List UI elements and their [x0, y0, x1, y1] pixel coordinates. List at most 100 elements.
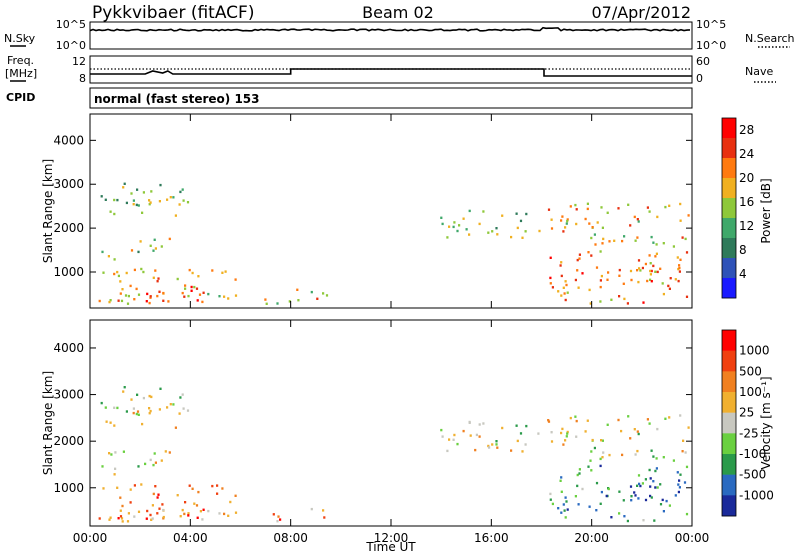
echo-cell — [591, 226, 594, 229]
echo-cell — [462, 217, 465, 220]
echo-cell — [679, 258, 682, 261]
echo-cell — [626, 302, 629, 305]
echo-cell — [119, 280, 122, 283]
echo-cell — [563, 292, 566, 295]
echo-cell — [137, 465, 140, 468]
echo-cell — [649, 262, 652, 265]
echo-cell — [588, 505, 591, 508]
echo-cell — [638, 482, 641, 486]
echo-cell — [629, 224, 632, 227]
freq-tick-bottom: 8 — [79, 72, 86, 85]
echo-cell — [637, 474, 641, 477]
echo-cell — [121, 288, 124, 291]
echo-cell — [197, 275, 200, 278]
echo-cell — [152, 463, 155, 467]
echo-cell — [133, 268, 136, 272]
echo-cell — [197, 490, 200, 494]
echo-cell — [687, 426, 690, 429]
echo-cell — [184, 501, 187, 504]
echo-cell — [581, 272, 584, 275]
echo-cell — [130, 249, 134, 252]
echo-cell — [100, 195, 103, 198]
echo-cell — [201, 300, 204, 304]
echo-cell — [538, 229, 541, 233]
echo-cell — [152, 276, 155, 279]
echo-cell — [610, 298, 613, 301]
echo-cell — [141, 422, 144, 426]
echo-cell — [495, 443, 498, 446]
echo-cell — [636, 236, 639, 239]
echo-cell — [637, 259, 641, 262]
echo-cell — [190, 285, 193, 289]
echo-cell — [654, 469, 657, 473]
nave-tick-top: 60 — [696, 55, 710, 68]
echo-cell — [161, 503, 164, 506]
echo-cell — [644, 262, 647, 266]
echo-cell — [154, 461, 157, 464]
echo-cell — [323, 516, 326, 519]
echo-cell — [148, 407, 151, 410]
echo-cell — [137, 510, 141, 513]
echo-cell — [174, 426, 177, 429]
echo-cell — [677, 279, 680, 283]
echo-cell — [122, 450, 125, 453]
echo-cell — [629, 485, 633, 488]
echo-cell — [674, 494, 677, 497]
echo-cell — [629, 269, 633, 273]
echo-cell — [316, 297, 319, 300]
echo-cell — [654, 486, 657, 489]
colorbar-segment — [722, 350, 736, 372]
echo-cell — [123, 182, 126, 185]
echo-cell — [125, 201, 128, 205]
colorbar-tick-label: 24 — [739, 147, 754, 161]
echo-cell — [478, 435, 481, 438]
echo-cell — [102, 271, 105, 274]
echo-cell — [685, 512, 689, 516]
echo-cell — [159, 387, 162, 390]
echo-cell — [618, 274, 621, 277]
velocity-colorbar-label: Velocity [m s⁻¹] — [759, 376, 773, 469]
echo-cell — [140, 267, 143, 271]
echo-cell — [672, 245, 675, 248]
x-tick-label: 12:00 — [374, 531, 409, 545]
echo-cell — [575, 208, 578, 211]
echo-cell — [179, 515, 182, 518]
echo-cell — [211, 484, 214, 488]
echo-cell — [110, 453, 113, 456]
echo-cell — [279, 518, 282, 521]
echo-cell — [569, 416, 572, 420]
nsky-tick-bottom: 10^0 — [56, 39, 86, 52]
echo-cell — [276, 302, 279, 305]
echo-cell — [139, 240, 142, 243]
echo-cell — [562, 286, 565, 289]
echo-cell — [495, 227, 498, 230]
colorbar-segment — [722, 433, 736, 455]
echo-cell — [601, 456, 604, 459]
echo-cell — [265, 302, 268, 305]
y-tick-label: 3000 — [53, 177, 84, 191]
echo-cell — [664, 205, 667, 209]
echo-cell — [664, 417, 667, 420]
echo-cell — [608, 240, 611, 243]
echo-cell — [162, 291, 165, 295]
echo-cell — [642, 301, 645, 304]
echo-cell — [601, 439, 604, 442]
echo-cell — [142, 191, 145, 194]
echo-cell — [101, 250, 104, 254]
echo-cell — [630, 278, 633, 282]
echo-cell — [176, 277, 179, 281]
power-axes: 1000 2000 3000 4000 — [53, 114, 693, 308]
echo-cell — [168, 451, 171, 454]
echo-cell — [650, 496, 653, 499]
echo-cell — [636, 449, 639, 453]
echo-cell — [630, 495, 633, 498]
echo-cell — [478, 222, 481, 226]
echo-cell — [440, 428, 443, 432]
cpid-value: normal (fast stereo) 153 — [94, 92, 260, 106]
echo-cell — [132, 199, 135, 202]
echo-cell — [453, 433, 456, 437]
echo-cell — [634, 453, 637, 456]
echo-cell — [198, 293, 202, 296]
echo-cell — [550, 440, 554, 443]
echo-cell — [207, 509, 210, 513]
